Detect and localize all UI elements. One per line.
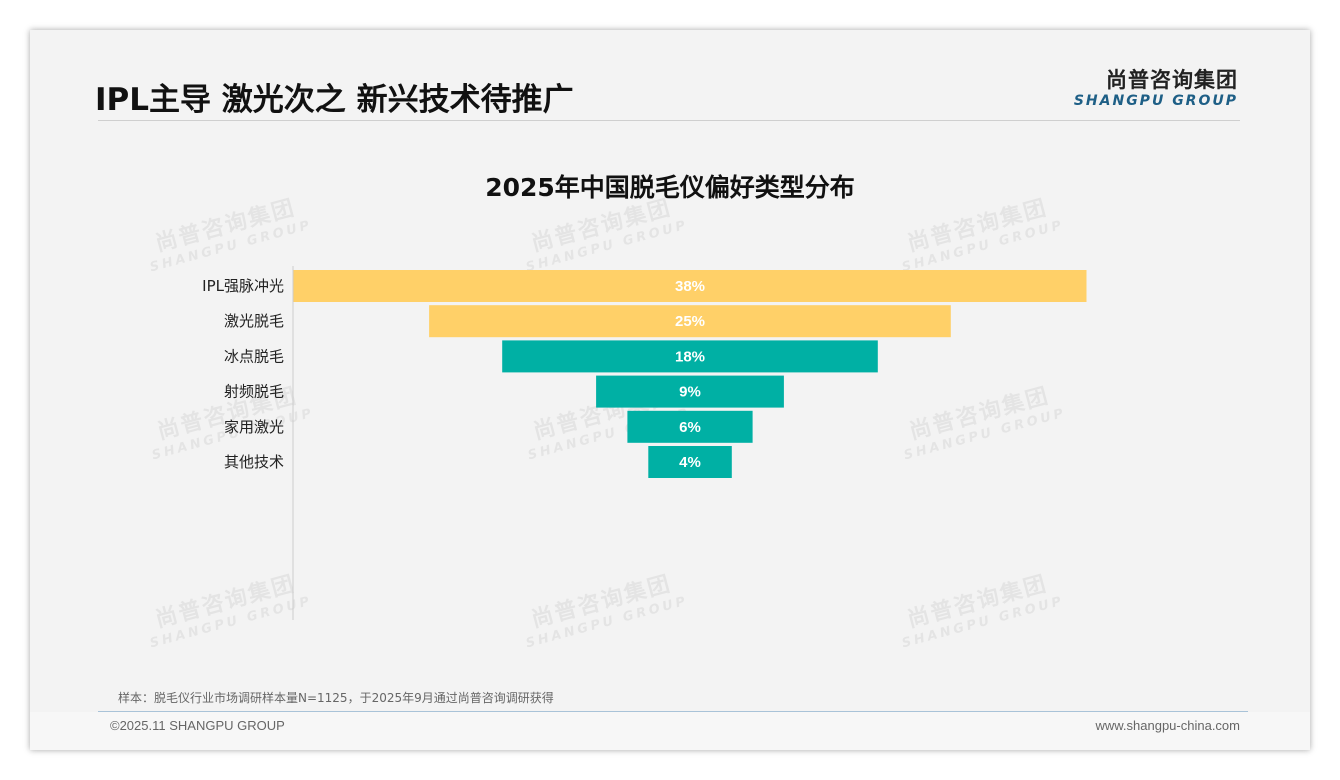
header-divider: [98, 120, 1240, 121]
page-title: IPL主导 激光次之 新兴技术待推广: [95, 82, 574, 118]
brand-name-en: SHANGPU GROUP: [1073, 93, 1238, 109]
bar-value-label: 4%: [679, 454, 701, 471]
bar-value-label: 18%: [675, 348, 705, 365]
category-label: 射频脱毛: [224, 383, 284, 401]
bar-5: [627, 410, 753, 443]
category-label: 冰点脱毛: [224, 347, 284, 365]
copyright: ©2025.11 SHANGPU GROUP: [110, 718, 285, 733]
brand-name-cn: 尚普咨询集团: [1106, 68, 1238, 92]
category-label: 家用激光: [224, 418, 284, 436]
category-label: IPL强脉冲光: [202, 277, 284, 295]
chart-title: 2025年中国脱毛仪偏好类型分布: [485, 173, 855, 202]
bar-value-label: 38%: [675, 278, 705, 295]
bar-1: [293, 270, 1087, 302]
bar-4: [596, 375, 784, 408]
website-link[interactable]: www.shangpu-china.com: [1095, 718, 1240, 733]
funnel-chart: 2025年中国脱毛仪偏好类型分布 38% IPL强脉冲光 25% 激光脱毛 18% 冰点脱…: [202, 173, 1087, 620]
sample-note: 样本：脱毛仪行业市场调研样本量N=1125，于2025年9月通过尚普咨询调研获得: [118, 691, 554, 705]
bar-6: [648, 446, 732, 478]
bar-2: [429, 305, 951, 338]
slide: IPL主导 激光次之 新兴技术待推广 尚普咨询集团 SHANGPU GROUP …: [30, 30, 1310, 750]
brand-logo: 尚普咨询集团 SHANGPU GROUP: [1074, 64, 1238, 109]
bar-value-label: 6%: [679, 419, 701, 436]
bar-value-label: 9%: [679, 384, 701, 401]
category-label: 其他技术: [224, 453, 284, 471]
bar-3: [502, 340, 878, 373]
footer: [30, 712, 1310, 750]
bar-group: 38% IPL强脉冲光 25% 激光脱毛 18% 冰点脱毛 9% 射频脱毛 6% 家用激光 4% 其他…: [202, 270, 1087, 478]
category-label: 激光脱毛: [224, 312, 284, 330]
footer-divider: [98, 711, 1248, 712]
bar-value-label: 25%: [675, 313, 705, 330]
